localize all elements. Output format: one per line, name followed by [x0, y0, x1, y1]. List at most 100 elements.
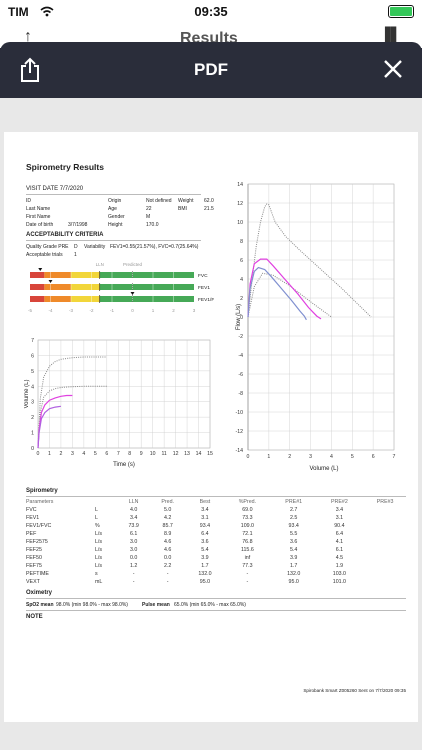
zscore-row-label: FVC [198, 273, 208, 279]
table-cell: FEV1/FVC [26, 523, 52, 529]
y-tick-label: 1 [31, 431, 34, 437]
zscore-marker [38, 268, 43, 271]
table-cell: 90.4 [334, 523, 345, 529]
origin-value: Not defined [146, 198, 172, 204]
zscore-segment [30, 296, 45, 302]
measured-curve [37, 405, 61, 449]
table-cell: Best [199, 499, 211, 505]
wifi-icon [40, 6, 54, 17]
table-cell: 95.0 [199, 579, 211, 585]
x-tick-label: 2 [288, 454, 291, 460]
table-cell: L/s [94, 531, 103, 537]
zscore-tick-label: -5 [28, 308, 32, 313]
table-cell: 1.7 [201, 563, 209, 569]
measured-curve [247, 266, 307, 321]
table-cell: 73.3 [242, 515, 253, 521]
table-cell: %Pred. [238, 499, 257, 505]
y-tick-label: -8 [238, 391, 243, 397]
zscore-segment [99, 284, 194, 290]
plot-area [37, 339, 211, 449]
zscore-segment [99, 272, 194, 278]
y-tick-label: -6 [238, 372, 243, 378]
table-cell: FEF2575 [26, 539, 48, 545]
predicted-curve [247, 272, 332, 318]
predicted-curve [37, 356, 107, 449]
age-label: Age [108, 206, 117, 212]
zscore-tick-label: -3 [69, 308, 73, 313]
divider [26, 598, 406, 599]
table-cell: 0.0 [129, 555, 138, 561]
weight-label: Weight [178, 198, 194, 204]
pdf-viewer[interactable]: Spirometry Results VISIT DATE 7/7/2020 I… [0, 98, 422, 750]
y-tick-label: -10 [236, 410, 244, 416]
sheet-title: PDF [194, 60, 228, 79]
trials-label: Acceptable trials [26, 252, 63, 258]
table-cell: PEF [26, 531, 37, 537]
spo2-value: 98.0% (min 98.0% - max 98.0%) [56, 602, 128, 608]
table-cell: 6.4 [201, 531, 209, 537]
y-tick-label: 3 [31, 400, 34, 406]
y-tick-label: 4 [240, 277, 243, 283]
table-cell: L/s [94, 547, 103, 553]
table-cell: 3.4 [129, 515, 138, 521]
flow-volume-chart: 0 1 2 3 4 5 6 714121086420-2-4-6-8-10-12-14Volu… [236, 182, 396, 472]
x-tick-label: 6 [105, 451, 108, 457]
x-tick-label: 7 [393, 454, 396, 460]
table-cell: - [246, 571, 249, 577]
zscore-tick-label: -2 [89, 308, 93, 313]
table-cell: FVC [26, 507, 37, 513]
table-cell: L/s [94, 539, 103, 545]
table-cell: 3.0 [129, 539, 138, 545]
acceptability-heading: ACCEPTABILITY CRITERIA [26, 232, 104, 238]
table-row: PEFTIME s - - 132.0 - 132.0 103.0 [24, 570, 408, 578]
x-tick-label: 14 [196, 451, 202, 457]
table-cell [362, 562, 408, 570]
y-tick-label: 7 [31, 338, 34, 344]
pulse-label: Pulse mean [142, 602, 170, 608]
table-cell: 73.9 [128, 523, 139, 529]
y-tick-label: 4 [31, 384, 34, 390]
predicted-curve [37, 385, 107, 449]
status-bar: TIM 09:35 [0, 0, 422, 24]
table-cell: VEXT [26, 579, 40, 585]
table-cell: - [132, 579, 135, 585]
table-cell [362, 530, 408, 538]
table-cell: 72.1 [242, 531, 253, 537]
x-tick-label: 6 [372, 454, 375, 460]
y-tick-label: -12 [236, 429, 244, 435]
y-tick-label: -4 [238, 353, 243, 359]
table-cell: L [94, 507, 98, 513]
table-cell: 132.0 [287, 571, 301, 577]
table-cell: 3.1 [201, 515, 209, 521]
x-axis-label: Volume (L) [309, 466, 338, 472]
x-tick-label: 10 [150, 451, 156, 457]
table-cell: Parameters [26, 499, 54, 505]
table-row: FEF50 L/s 0.0 0.0 3.9 inf 3.9 4.5 [24, 554, 408, 562]
x-tick-label: 0 [247, 454, 250, 460]
table-cell: % [94, 523, 100, 529]
x-tick-label: 5 [351, 454, 354, 460]
table-cell: FEF25 [26, 547, 42, 553]
table-cell [362, 546, 408, 554]
table-cell: 85.7 [162, 523, 173, 529]
zscore-segment [30, 272, 45, 278]
predicted-curve [247, 203, 372, 318]
bmi-label: BMI [178, 206, 187, 212]
y-tick-label: 0 [31, 446, 34, 452]
table-cell: 1.2 [129, 563, 138, 569]
back-arrow-icon: ↑ [24, 28, 32, 45]
table-cell: 2.5 [290, 515, 298, 521]
table-cell [362, 570, 408, 578]
share-icon[interactable] [18, 57, 42, 83]
table-cell: 101.0 [332, 579, 347, 585]
table-cell: 3.9 [290, 555, 298, 561]
x-tick-label: 8 [128, 451, 131, 457]
close-icon[interactable] [382, 58, 404, 80]
y-tick-label: -2 [238, 334, 243, 340]
trials-value: 1 [74, 252, 77, 258]
zscore-segment [30, 284, 45, 290]
x-tick-label: 13 [184, 451, 190, 457]
zscore-tick-label: 2 [172, 308, 175, 313]
table-cell [362, 538, 408, 546]
id-label: ID [26, 198, 31, 204]
